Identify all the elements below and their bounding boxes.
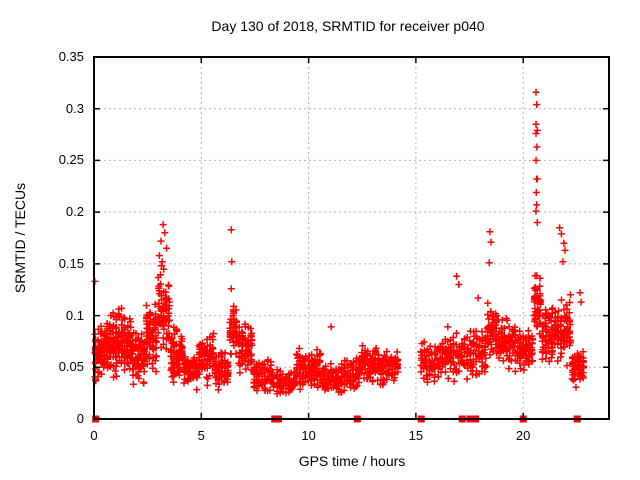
axis-ticks [93,56,609,420]
scatter-points [91,88,588,398]
y-tick-label: 0.2 [65,204,84,220]
x-tick-label: 10 [301,428,316,443]
y-tick-label: 0.15 [58,255,84,271]
y-tick-label: 0 [76,411,84,426]
plot-border [93,56,610,420]
x-tick-label: 5 [197,428,205,443]
x-tick-label: 20 [515,428,531,443]
y-tick-label: 0.35 [58,49,84,64]
x-tick-label: 15 [408,428,424,443]
y-tick-label: 0.3 [65,100,84,116]
y-tick-label: 0.25 [58,152,84,168]
y-axis-label: SRMTID / TECUs [12,182,28,294]
grid-lines [94,57,609,419]
chart-title: Day 130 of 2018, SRMTID for receiver p04… [211,18,485,34]
x-tick-label: 0 [90,428,98,443]
x-axis-label: GPS time / hours [298,453,406,469]
y-tick-label: 0.05 [58,359,84,375]
y-tick-label: 0.1 [65,307,84,323]
